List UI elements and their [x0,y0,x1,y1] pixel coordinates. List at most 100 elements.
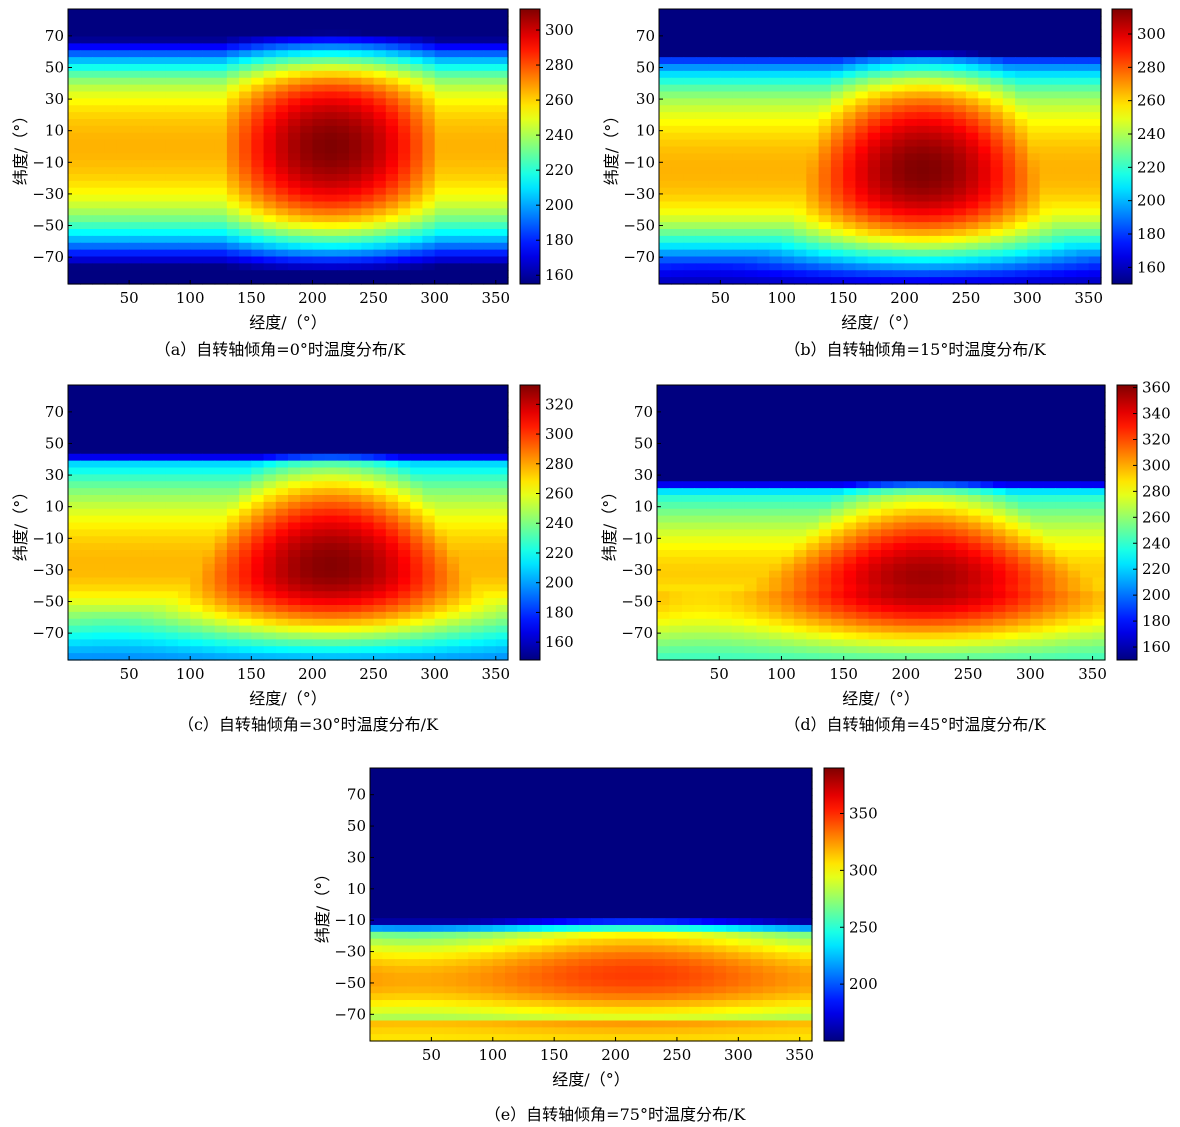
heatmap-cell [990,77,1004,86]
heatmap-cell [336,112,350,120]
heatmap-cell [104,598,118,606]
heatmap-cell [855,36,869,44]
heatmap-cell [422,201,436,209]
heatmap-cell [695,235,709,244]
heatmap-cell [422,481,436,489]
heatmap-cell [708,167,721,175]
heatmap-cell [239,98,252,106]
heatmap-cell [275,132,289,141]
heatmap-cell [459,15,472,24]
heatmap-cell [349,263,362,271]
heatmap-cell [1027,153,1041,161]
heatmap-cell [918,419,932,427]
heatmap-cell [781,119,795,127]
heatmap-cell [300,605,314,613]
heatmap-cell [929,70,942,79]
heatmap-cell [129,446,142,455]
heatmap-cell [153,125,167,134]
heatmap-cell [275,64,289,72]
heatmap-cell [398,433,411,441]
heatmap-cell [978,270,992,278]
heatmap-cell [1064,57,1078,65]
heatmap-cell [1092,426,1106,434]
heatmap-cell [312,536,326,544]
heatmap-cell [263,235,277,244]
heatmap-cell [671,50,685,58]
heatmap-cell [80,119,94,127]
heatmap-cell [263,570,277,579]
heatmap-cell [385,653,399,661]
heatmap-cell [793,412,807,420]
heatmap-cell [794,229,807,237]
heatmap-cell [68,426,81,434]
heatmap-cell [312,167,326,175]
heatmap-cell [669,398,683,407]
heatmap-cell [385,77,399,86]
heatmap-cell [226,405,240,414]
heatmap-cell [953,91,967,99]
heatmap-cell [141,194,155,203]
heatmap-cell [830,167,844,175]
heatmap-cell [226,446,240,455]
heatmap-cell [965,242,979,251]
heatmap-cell [671,201,685,209]
heatmap-cell [422,91,436,99]
heatmap-cell [856,405,870,414]
heatmap-cell [794,57,807,65]
heatmap-cell [373,105,387,113]
heatmap-cell [214,50,228,58]
heatmap-cell [483,235,497,244]
heatmap-cell [410,256,424,264]
heatmap-cell [336,256,350,264]
heatmap-cell [422,646,436,654]
heatmap-cell [422,543,436,551]
heatmap-cell [978,22,992,31]
heatmap-cell [263,91,277,99]
heatmap-cell [226,563,240,572]
heatmap-cell [1027,84,1041,93]
heatmap-cell [1064,249,1078,258]
heatmap-cell [373,277,387,285]
heatmap-cell [336,522,350,530]
heatmap-cell [288,646,301,654]
heatmap-cell [953,277,967,285]
heatmap-cell [288,419,301,427]
heatmap-cell [190,625,204,634]
heatmap-cell [361,426,375,434]
heatmap-cell [1042,385,1056,393]
heatmap-cell [190,29,204,38]
heatmap-cell [769,43,783,51]
heatmap-cell [446,174,460,182]
heatmap-cell [153,105,167,113]
heatmap-cell [116,412,130,420]
heatmap-cell [708,208,721,216]
heatmap-cell [904,187,918,196]
heatmap-cell [471,50,485,58]
heatmap-cell [239,419,252,427]
heatmap-cell [324,453,338,462]
y-tick-label: −50 [32,593,64,611]
heatmap-cell [671,235,685,244]
heatmap-cell [706,481,720,489]
heatmap-cell [214,584,228,592]
heatmap-cell [68,167,81,175]
heatmap-cell [68,646,81,654]
heatmap-cell [275,153,289,161]
heatmap-cell [1088,139,1102,148]
heatmap-cell [1076,174,1090,182]
heatmap-cell [239,215,252,223]
heatmap-cell [129,194,142,203]
heatmap-cell [202,529,216,537]
heatmap-cell [483,91,497,99]
heatmap-cell [806,277,820,285]
heatmap-cell [769,263,783,271]
heatmap-cell [239,426,252,434]
heatmap-cell [373,201,387,209]
heatmap-cell [410,242,424,251]
heatmap-cell [373,488,387,496]
heatmap-cell [683,64,697,72]
heatmap-cell [769,50,783,58]
heatmap-cell [214,180,228,189]
heatmap-cell [953,22,967,31]
heatmap-cell [239,577,252,585]
